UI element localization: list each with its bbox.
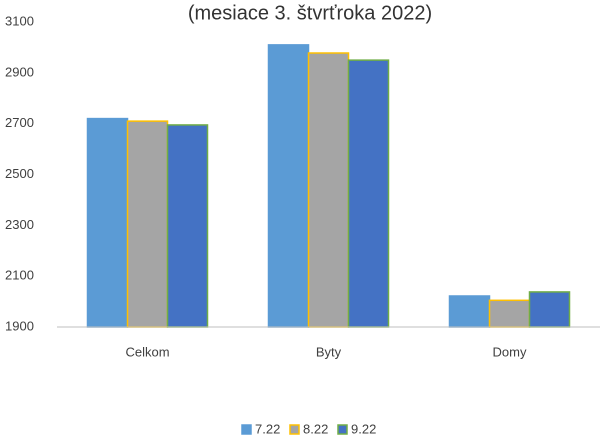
legend-swatch bbox=[241, 424, 252, 435]
chart-title: (mesiace 3. štvrťroka 2022) bbox=[188, 2, 432, 24]
bar bbox=[528, 291, 571, 328]
legend-swatch bbox=[337, 424, 348, 435]
bar bbox=[488, 299, 531, 328]
x-tick-label: Celkom bbox=[125, 344, 169, 359]
bar bbox=[267, 44, 310, 328]
bar bbox=[347, 59, 390, 328]
legend-label: 7.22 bbox=[255, 421, 280, 436]
y-tick-label: 2900 bbox=[5, 64, 34, 79]
y-tick-label: 2700 bbox=[5, 115, 34, 130]
y-tick-label: 3100 bbox=[5, 13, 34, 28]
bar bbox=[86, 117, 129, 328]
bar bbox=[307, 52, 350, 328]
bar bbox=[448, 295, 491, 328]
x-tick-label: Byty bbox=[316, 344, 342, 359]
legend-label: 9.22 bbox=[351, 421, 376, 436]
y-tick-label: 2100 bbox=[5, 268, 34, 283]
y-tick-label: 2300 bbox=[5, 217, 34, 232]
bar bbox=[126, 120, 169, 328]
bar bbox=[166, 124, 209, 328]
x-tick-label: Domy bbox=[493, 344, 527, 359]
y-tick-label: 1900 bbox=[5, 318, 34, 333]
legend-swatch bbox=[289, 424, 300, 435]
y-tick-label: 2500 bbox=[5, 166, 34, 181]
legend-label: 8.22 bbox=[303, 421, 328, 436]
